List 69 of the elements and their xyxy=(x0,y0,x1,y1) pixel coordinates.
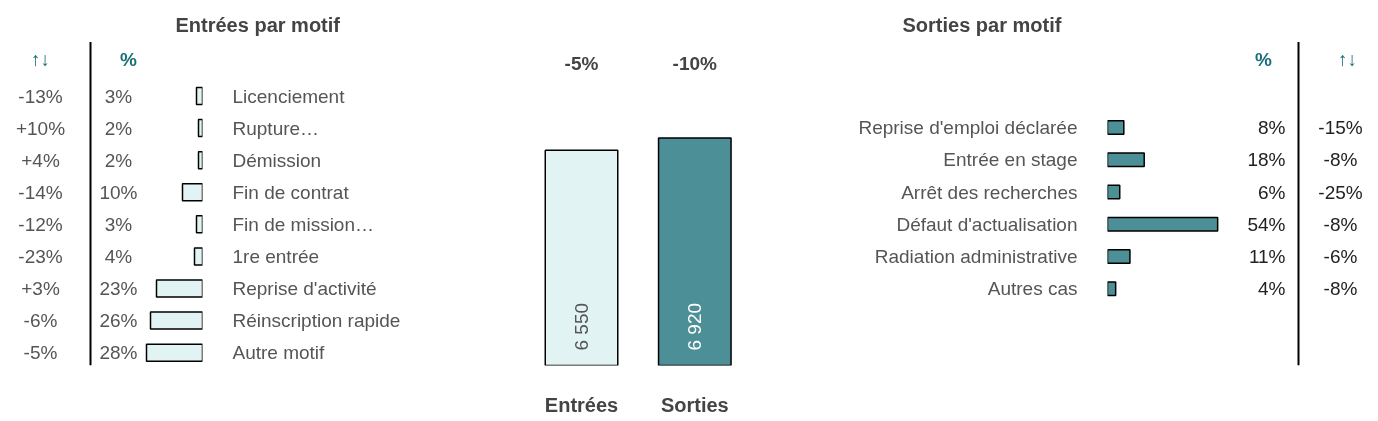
text: -15% xyxy=(1318,117,1363,139)
bar xyxy=(1107,120,1125,136)
text: +10% xyxy=(15,117,66,139)
text: -12% xyxy=(18,213,63,235)
data-label: 8% xyxy=(1258,117,1286,139)
bar xyxy=(155,279,203,298)
text: % xyxy=(120,48,138,70)
text: +4% xyxy=(21,149,60,171)
y-tick-label: Entrée en stage xyxy=(943,149,1078,171)
text: ↑↓ xyxy=(31,48,50,70)
text: ↑↓ xyxy=(1338,49,1357,71)
text: +3% xyxy=(21,278,60,299)
bar xyxy=(1107,152,1145,168)
y-tick-label: 1re entrée xyxy=(232,245,320,267)
text: -25% xyxy=(1318,181,1363,203)
y-tick-label: Licenciement xyxy=(232,85,346,107)
text: -8% xyxy=(1323,149,1358,171)
y-tick-label: Reprise d'activité xyxy=(232,278,377,299)
text: -10% xyxy=(672,52,718,74)
text: -6% xyxy=(1323,246,1358,268)
y-tick-label: Autres cas xyxy=(987,278,1078,300)
bar xyxy=(149,311,203,330)
text: -5% xyxy=(564,52,599,74)
data-label: 10% xyxy=(99,181,138,203)
data-label: 18% xyxy=(1247,149,1286,171)
data-label: 6 920 xyxy=(684,302,706,351)
data-label: 6 550 xyxy=(571,302,593,351)
data-label: 4% xyxy=(1258,278,1286,300)
data-label: 26% xyxy=(99,310,138,332)
x-tick-label: Sorties xyxy=(660,393,729,416)
bar xyxy=(1107,184,1121,200)
text: -14% xyxy=(18,181,63,203)
data-label: 23% xyxy=(99,278,138,299)
y-tick-label: Autre motif xyxy=(232,342,326,364)
y-tick-label: Radiation administrative xyxy=(874,246,1078,268)
y-tick-label: Rupture… xyxy=(232,117,320,139)
y-tick-label: Réinscription rapide xyxy=(232,310,401,332)
text: -13% xyxy=(18,85,63,107)
text: -8% xyxy=(1323,213,1358,235)
text: -6% xyxy=(23,310,58,332)
y-tick-label: Fin de contrat xyxy=(232,181,350,203)
data-label: 6% xyxy=(1258,181,1286,203)
y-tick-label: Défaut d'actualisation xyxy=(896,213,1078,235)
text: -8% xyxy=(1323,278,1358,300)
y-tick-label: Arrêt des recherches xyxy=(901,181,1078,203)
bar xyxy=(195,215,203,234)
data-label: 54% xyxy=(1247,213,1286,235)
data-label: 2% xyxy=(104,117,133,139)
text: % xyxy=(1255,49,1273,71)
data-label: 4% xyxy=(104,245,133,267)
text: -23% xyxy=(18,245,63,267)
data-label: 3% xyxy=(104,213,133,235)
bar xyxy=(193,247,203,266)
bar xyxy=(1107,249,1131,265)
y-tick-label: Démission xyxy=(232,149,322,171)
data-label: 3% xyxy=(104,85,133,107)
bar xyxy=(145,343,203,362)
text: -5% xyxy=(23,342,58,364)
chart-title: Sorties par motif xyxy=(902,13,1062,36)
bar xyxy=(1107,281,1117,297)
data-label: 28% xyxy=(99,342,138,364)
text: Entrées par motif xyxy=(175,13,341,36)
y-tick-label: Reprise d'emploi déclarée xyxy=(858,117,1078,139)
y-tick-label: Fin de mission… xyxy=(232,213,374,235)
bar xyxy=(181,183,203,202)
bar xyxy=(1107,216,1219,232)
data-label: 2% xyxy=(104,149,133,171)
data-label: 11% xyxy=(1248,246,1286,268)
x-tick-label: Entrées xyxy=(544,393,619,416)
